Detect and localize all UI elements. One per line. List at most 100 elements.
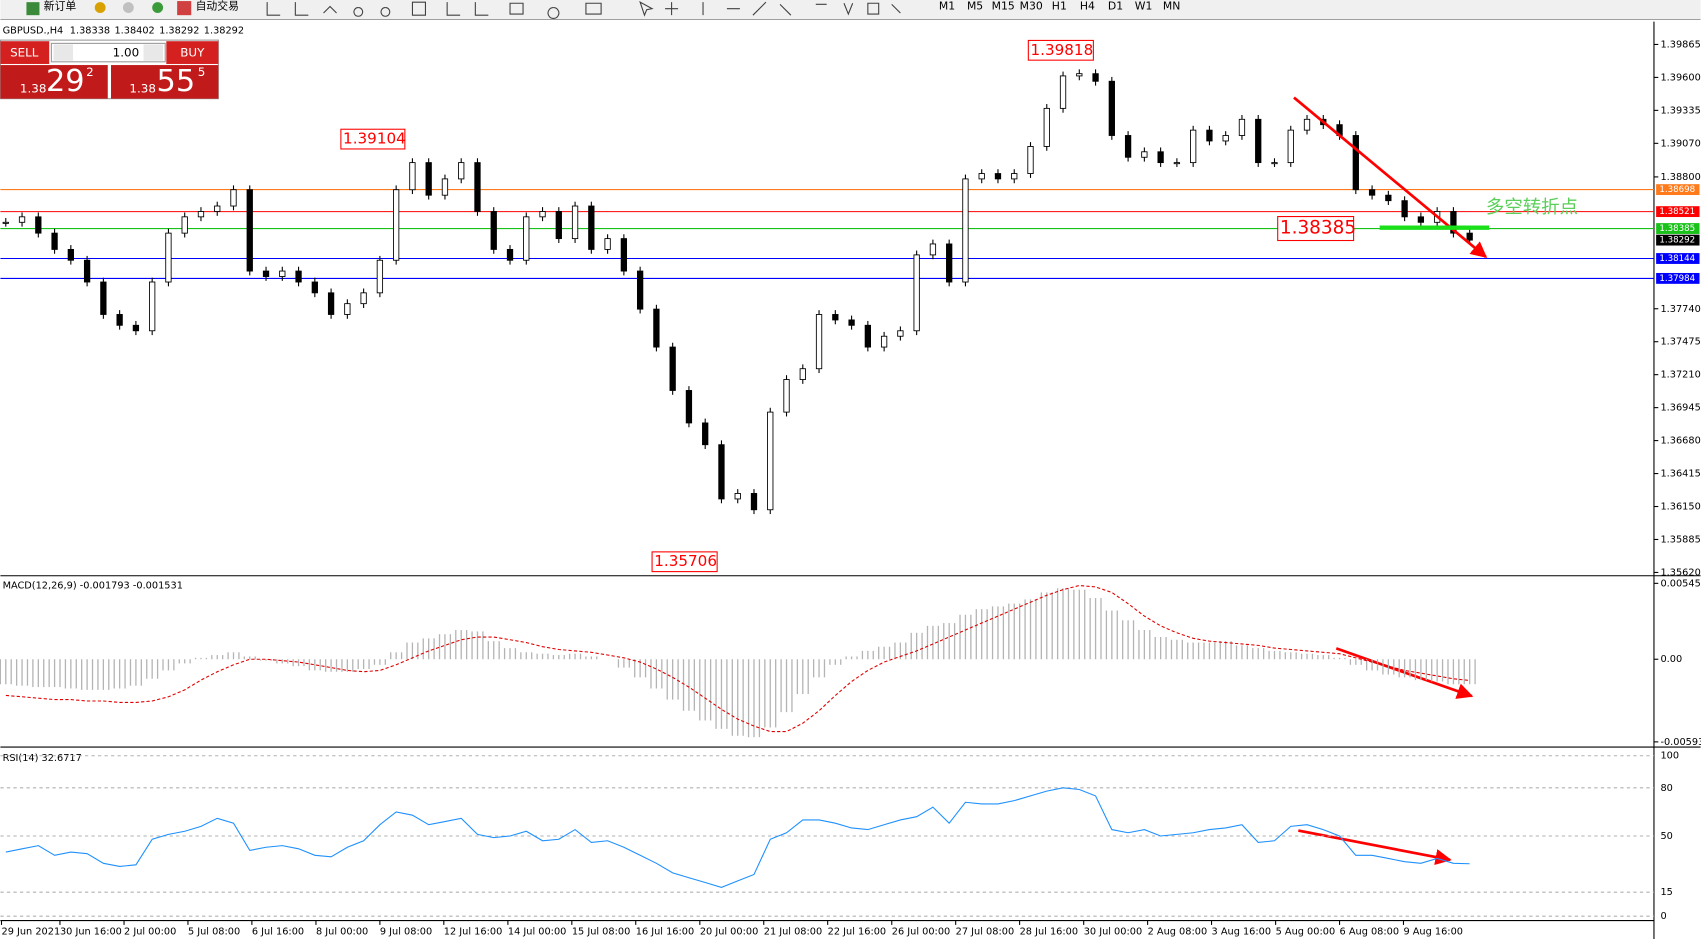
candle [458, 162, 465, 180]
price-annotation-box [1277, 216, 1355, 242]
candle [1076, 73, 1083, 77]
candle [279, 270, 286, 277]
price-level-label: 1.38292 [1659, 236, 1695, 246]
x-tick-label: 2 Aug 08:00 [1148, 926, 1208, 937]
sell-label[interactable]: SELL [10, 46, 39, 60]
price-annotation: 1.38385 [1280, 218, 1356, 239]
timeframe-button[interactable]: M30 [1020, 0, 1043, 13]
x-tick-label: 26 Jul 00:00 [892, 926, 950, 937]
auto-trading-icon[interactable] [177, 1, 192, 16]
candle [1190, 129, 1197, 164]
candle [1466, 232, 1473, 241]
sell-button[interactable] [0, 41, 50, 64]
candle [360, 292, 367, 305]
timeframe-button[interactable]: M1 [939, 0, 955, 13]
candle [929, 243, 937, 256]
ask-big: 1.38 [129, 81, 156, 95]
candle [653, 308, 660, 348]
candle [1401, 200, 1408, 218]
buy-button[interactable] [166, 41, 219, 64]
timeframe-button[interactable]: M15 [992, 0, 1015, 13]
toolbar-icon[interactable] [152, 2, 164, 14]
y-tick-label: 1.37740 [1660, 304, 1700, 315]
candle [409, 162, 416, 191]
candle [197, 211, 205, 218]
candle [441, 178, 449, 196]
toolbar-tools[interactable] [266, 1, 901, 19]
candle [506, 248, 514, 261]
y-tick-label: 0.005455 [1660, 578, 1701, 589]
candle [571, 205, 579, 240]
timeframe-button[interactable]: H1 [1052, 0, 1067, 13]
lots-up[interactable] [143, 44, 164, 61]
candle [539, 211, 546, 218]
y-tick-label: 1.38800 [1660, 172, 1700, 183]
candle [669, 346, 676, 391]
lots-value[interactable]: 1.00 [113, 46, 140, 60]
candle [799, 368, 806, 380]
candle [246, 189, 253, 272]
rsi-title: RSI(14) 32.6717 [3, 753, 82, 764]
price-level-box [1656, 184, 1700, 196]
trend-arrow [1293, 96, 1488, 259]
price-annotation-box [651, 551, 718, 573]
candle [994, 173, 1002, 180]
ask-price-box[interactable] [111, 65, 219, 99]
timeframe-button[interactable]: M5 [967, 0, 983, 13]
candle [1043, 107, 1050, 147]
candle [165, 232, 172, 283]
chart-header: GBPUSD.,H4 1.38338 1.38402 1.38292 1.38292 [3, 25, 245, 36]
candle [978, 173, 985, 180]
candle [474, 162, 481, 212]
candle [734, 493, 741, 500]
timeframe-bar: M1 M5 M15 M30 H1 H4 D1 W1 MN [939, 0, 1181, 13]
candle [116, 314, 123, 326]
x-tick-label: 5 Aug 00:00 [1276, 926, 1336, 937]
candle [913, 254, 920, 332]
close: 1.38292 [204, 25, 244, 36]
high: 1.38402 [114, 25, 154, 36]
new-order-icon[interactable] [26, 2, 40, 16]
lots-down[interactable] [53, 44, 74, 61]
lots-input[interactable] [50, 42, 166, 63]
timeframe-button[interactable]: D1 [1108, 0, 1123, 13]
ask-point: 5 [198, 65, 206, 79]
timeframe-button[interactable]: W1 [1135, 0, 1153, 13]
price-level-label: 1.38521 [1659, 207, 1695, 217]
y-tick-label: 1.36150 [1660, 502, 1700, 513]
x-tick-label: 20 Jul 00:00 [700, 926, 758, 937]
x-tick-label: 21 Jul 08:00 [764, 926, 822, 937]
timeframe-button[interactable]: MN [1163, 0, 1180, 13]
buy-label[interactable]: BUY [180, 46, 205, 60]
macd-title: MACD(12,26,9) -0.001793 -0.001531 [3, 581, 183, 592]
candle [815, 314, 823, 370]
new-order-button[interactable]: 新订单 [44, 0, 77, 13]
candle [946, 243, 953, 283]
auto-trading-button[interactable]: 自动交易 [196, 0, 239, 13]
toolbar-icon[interactable] [122, 2, 134, 14]
toolbar-icon[interactable] [94, 2, 106, 14]
candle [1255, 118, 1262, 164]
x-tick-label: 12 Jul 16:00 [444, 926, 502, 937]
x-tick-label: 2 Jul 00:00 [124, 926, 176, 937]
candle [1352, 135, 1359, 191]
open: 1.38338 [70, 25, 110, 36]
timeframe-button[interactable]: H4 [1080, 0, 1095, 13]
x-tick-label: 30 Jul 00:00 [1084, 926, 1142, 937]
candle [1027, 146, 1034, 174]
candle [344, 303, 351, 315]
candle [35, 216, 42, 234]
candle [1222, 135, 1229, 142]
y-tick-label: 1.39335 [1660, 105, 1700, 116]
candle [311, 281, 318, 294]
bid-price-box[interactable] [0, 65, 108, 99]
candle [1108, 80, 1115, 136]
candle [376, 259, 384, 294]
candle [262, 270, 270, 277]
price-level-box [1656, 223, 1700, 234]
price-annotation: 1.39818 [1030, 41, 1093, 59]
candle [1385, 194, 1392, 202]
y-tick-label: 1.37475 [1660, 337, 1700, 348]
candle [1141, 151, 1148, 158]
